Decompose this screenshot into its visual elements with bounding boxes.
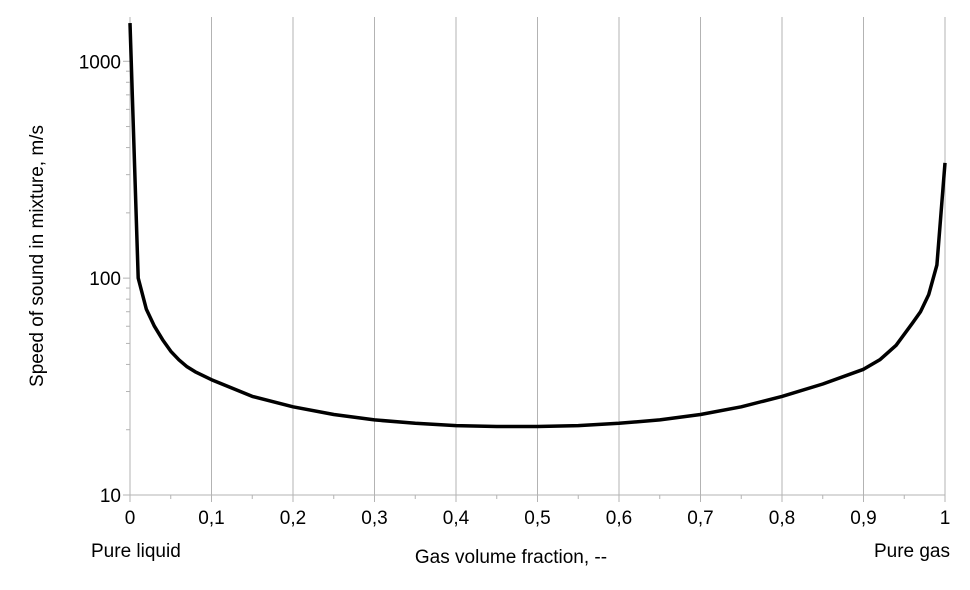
y-tick-label: 10 [100, 486, 121, 507]
x-tick-label: 0,7 [687, 508, 713, 529]
x-tick-label: 0,9 [850, 508, 876, 529]
annotation-pure-gas: Pure gas [874, 541, 950, 562]
annotation-pure-liquid: Pure liquid [91, 541, 181, 562]
x-tick-label: 0,1 [198, 508, 224, 529]
x-tick-label: 0 [125, 508, 136, 529]
x-tick-label: 0,4 [443, 508, 470, 529]
axes [123, 17, 946, 502]
x-tick-label: 0,8 [769, 508, 795, 529]
y-tick-labels: 10 100 1000 [79, 52, 121, 507]
x-axis-title: Gas volume fraction, -- [415, 547, 607, 568]
x-tick-label: 0,3 [361, 508, 387, 529]
x-tick-label: 0,6 [606, 508, 632, 529]
y-tick-label: 1000 [79, 52, 121, 73]
x-tick-label: 0,2 [280, 508, 306, 529]
series-group [128, 23, 947, 429]
y-axis-title: Speed of sound in mixture, m/s [27, 125, 48, 387]
x-tick-label: 0,5 [524, 508, 550, 529]
x-tick-labels: 0 0,1 0,2 0,3 0,4 0,5 0,6 0,7 0,8 0,9 1 [125, 508, 951, 529]
series-line-0 [128, 23, 947, 429]
x-tick-label: 1 [940, 508, 951, 529]
y-tick-label: 100 [89, 269, 121, 290]
grid-lines [211, 17, 946, 495]
